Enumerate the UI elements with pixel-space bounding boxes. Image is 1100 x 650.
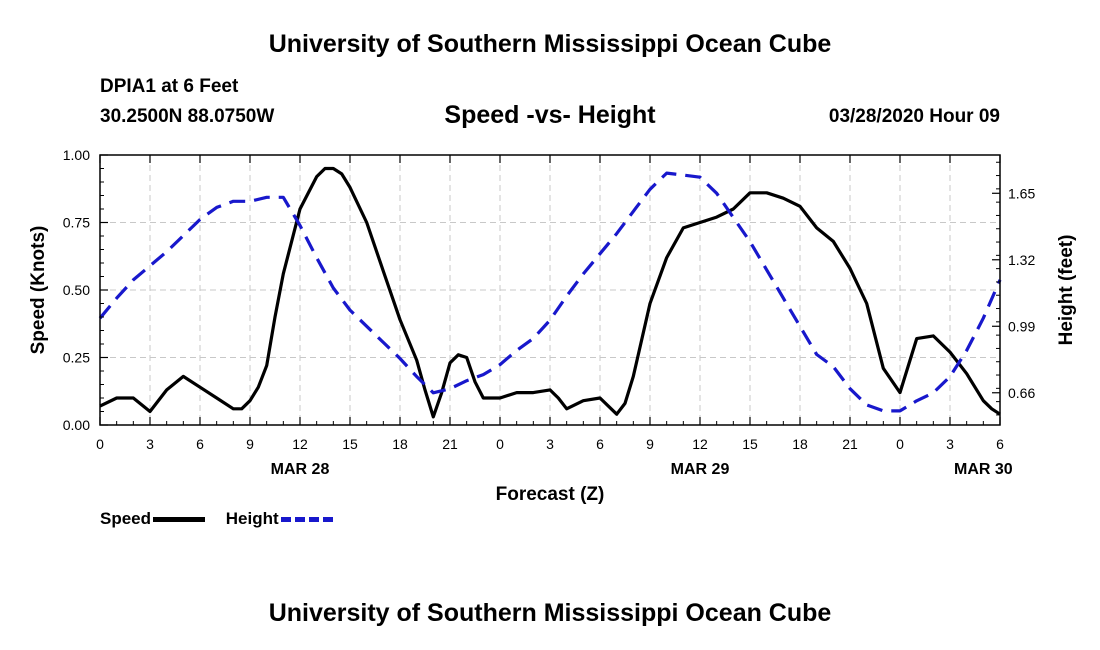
station-label: DPIA1 at 6 Feet [100, 76, 239, 97]
x-tick-label: 21 [442, 436, 458, 452]
y2-axis-title: Height (feet) [1056, 235, 1077, 346]
y2-tick-label: 1.65 [1008, 185, 1035, 201]
x-tick-label: 12 [692, 436, 708, 452]
x-tick-label: 0 [96, 436, 104, 452]
date-label: MAR 30 [954, 461, 1013, 478]
chart-title: Speed -vs- Height [444, 101, 656, 129]
x-tick-label: 18 [792, 436, 808, 452]
axis-ticks [99, 154, 1001, 426]
series-line-height [98, 171, 1002, 413]
legend: Speed Height [100, 509, 349, 529]
y-tick-label: 0.25 [63, 350, 90, 366]
x-tick-label: 3 [146, 436, 154, 452]
legend-swatch-height [280, 516, 333, 522]
legend-swatch-speed [153, 516, 206, 522]
coordinates-label: 30.2500N 88.0750W [100, 106, 275, 127]
y-tick-label: 0.00 [63, 417, 90, 433]
y2-tick-label: 1.32 [1008, 252, 1035, 268]
grid-lines [100, 155, 1000, 425]
legend-label-speed: Speed [100, 509, 152, 528]
x-tick-label: 3 [546, 436, 554, 452]
series-lines [98, 166, 1002, 419]
date-label: MAR 29 [671, 461, 730, 478]
y-tick-label: 0.50 [63, 282, 90, 298]
x-tick-label: 18 [392, 436, 408, 452]
y-tick-label: 0.75 [63, 215, 90, 231]
x-tick-label: 0 [496, 436, 504, 452]
forecast-date-label: 03/28/2020 Hour 09 [828, 106, 1000, 127]
legend-label-height: Height [225, 509, 279, 528]
legend-item-height: Height [226, 509, 333, 529]
page-title: University of Southern Mississippi Ocean… [268, 30, 832, 58]
axis-labels: 0 3 6 9 12 15 18 21 0 3 6 9 12 15 18 21 0 3 6 MAR 28 MAR 29 M… [63, 147, 1036, 478]
series-line-speed [99, 166, 1001, 419]
footer-title: University of Southern Mississippi Ocean… [268, 599, 832, 627]
x-tick-label: 6 [596, 436, 604, 452]
x-tick-label: 12 [292, 436, 308, 452]
y2-tick-label: 0.99 [1008, 318, 1035, 334]
y2-tick-label: 0.66 [1008, 385, 1035, 401]
x-tick-label: 6 [996, 436, 1004, 452]
x-tick-label: 15 [742, 436, 758, 452]
y-tick-label: 1.00 [63, 147, 90, 163]
x-axis-title: Forecast (Z) [496, 484, 605, 505]
x-tick-label: 0 [896, 436, 904, 452]
legend-item-speed: Speed [100, 509, 206, 529]
x-tick-label: 9 [646, 436, 654, 452]
date-label: MAR 28 [271, 461, 330, 478]
y-axis-title: Speed (Knots) [28, 226, 49, 355]
x-tick-label: 3 [946, 436, 954, 452]
x-tick-label: 15 [342, 436, 358, 452]
x-tick-label: 6 [196, 436, 204, 452]
x-tick-label: 9 [246, 436, 254, 452]
x-tick-label: 21 [842, 436, 858, 452]
